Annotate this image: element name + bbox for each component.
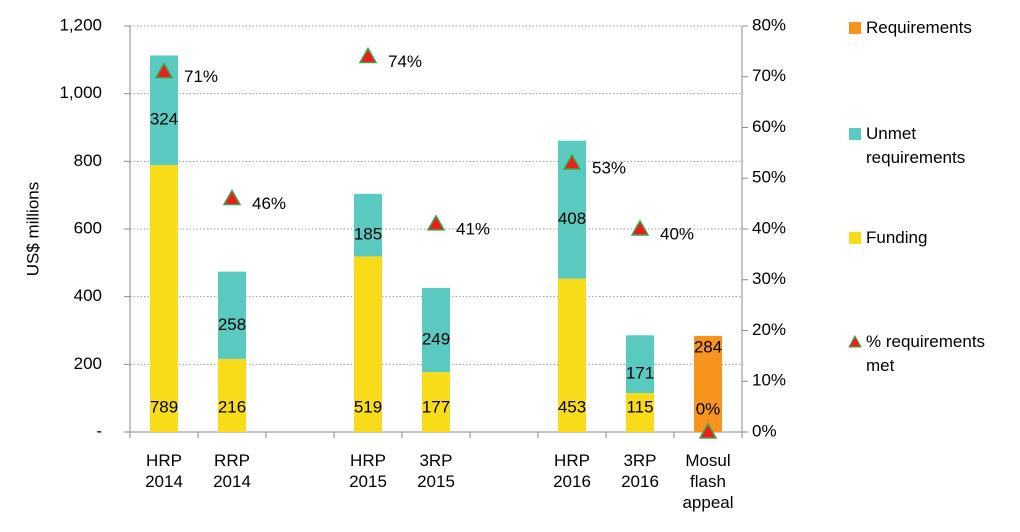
bar [354, 256, 382, 432]
marker [222, 189, 242, 206]
legend-swatch [848, 334, 862, 348]
y-tick-label: - [96, 421, 102, 440]
data-label: 408 [558, 209, 586, 228]
y-tick-label: 400 [74, 286, 102, 305]
y2-tick-label: 80% [752, 15, 786, 34]
y-axis-title: US$ millions [23, 182, 42, 276]
data-label: 53% [592, 159, 626, 178]
data-label: 284 [694, 337, 722, 356]
legend-label: Requirements [866, 18, 972, 37]
marker [154, 62, 174, 79]
x-tick-label: HRP 2014 [145, 451, 183, 491]
data-label: 115 [626, 397, 653, 416]
data-label: 71% [184, 67, 218, 86]
data-label: 789 [150, 397, 178, 416]
x-tick-label: 3RP 2015 [417, 451, 455, 491]
data-label: 0% [696, 399, 721, 418]
y2-tick-label: 0% [752, 421, 777, 440]
bar [218, 271, 246, 359]
y2-tick-label: 40% [752, 218, 786, 237]
y2-tick-label: 30% [752, 269, 786, 288]
data-label: 41% [456, 219, 490, 238]
data-label: 185 [354, 225, 382, 244]
y-tick-label: 1,200 [59, 15, 102, 34]
x-tick-label: 3RP 2016 [621, 451, 659, 491]
marker [630, 219, 650, 236]
y-tick-label: 1,000 [59, 83, 102, 102]
marker [426, 214, 446, 231]
legend-swatch [849, 128, 861, 140]
bar [422, 287, 450, 373]
bar [694, 335, 722, 432]
marker [698, 422, 718, 439]
y2-tick-label: 70% [752, 66, 786, 85]
x-tick-label: Mosul flash appeal [682, 451, 734, 512]
data-label: 258 [218, 315, 246, 334]
y2-tick-label: 60% [752, 117, 786, 136]
data-label: 519 [354, 397, 382, 416]
bar [218, 358, 246, 432]
y2-tick-label: 10% [752, 371, 786, 390]
bar [422, 372, 450, 432]
bar [354, 193, 382, 257]
y-tick-label: 800 [74, 151, 102, 170]
data-label: 453 [558, 397, 586, 416]
marker [358, 46, 378, 64]
legend-label: Unmet requirements [866, 124, 966, 167]
data-label: 171 [626, 364, 654, 383]
legend-label: Funding [866, 228, 928, 247]
y-tick-label: 200 [74, 354, 102, 373]
data-label: 74% [388, 52, 422, 71]
data-label: 40% [660, 224, 694, 243]
marker [562, 153, 582, 170]
data-label: 324 [150, 110, 178, 129]
data-label: 177 [422, 397, 450, 416]
y-tick-label: 600 [74, 218, 102, 237]
y2-tick-label: 50% [752, 168, 786, 187]
bar [150, 165, 178, 432]
legend-swatch [849, 22, 861, 34]
x-tick-label: HRP 2016 [553, 451, 591, 491]
bar [558, 278, 586, 432]
data-label: 249 [422, 329, 450, 348]
bar [626, 393, 654, 432]
bar [626, 335, 654, 394]
x-tick-label: HRP 2015 [349, 451, 387, 491]
x-tick-label: RRP 2014 [213, 451, 251, 491]
legend-swatch [849, 232, 861, 244]
data-label: 216 [218, 397, 246, 416]
y2-tick-label: 20% [752, 320, 786, 339]
data-label: 46% [252, 194, 286, 213]
legend-label: % requirements met [866, 332, 986, 375]
